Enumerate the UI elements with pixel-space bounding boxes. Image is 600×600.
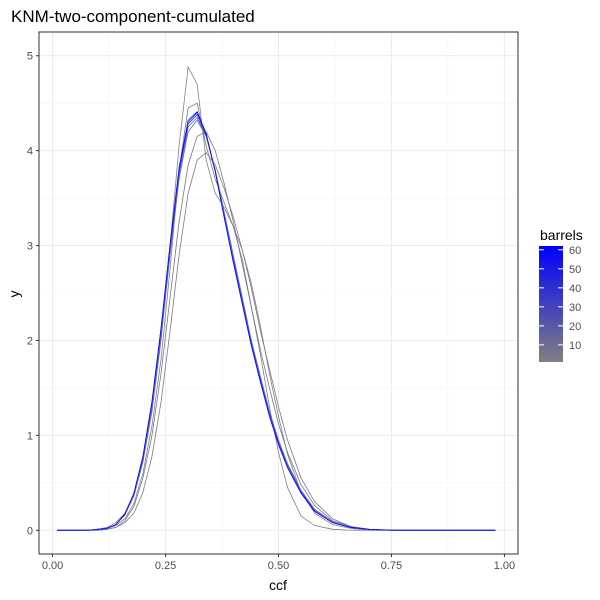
y-tick-label: 3 [27,241,33,253]
legend-colorbar [539,246,563,362]
series-line-10 [57,131,496,531]
series-line-50 [57,111,496,531]
legend-title: barrels [540,227,583,243]
legend-tick-label: 30 [569,302,581,314]
series-line-40 [57,113,496,531]
series-line-2 [57,102,496,531]
series-line-60 [57,111,496,531]
x-axis-label: ccf [269,577,287,593]
y-tick-label: 2 [27,335,33,347]
legend-tick-label: 40 [569,283,581,295]
x-tick-label: 0.25 [155,560,176,572]
y-tick-label: 4 [27,146,33,158]
y-tick-label: 0 [27,525,33,537]
chart-title: KNM-two-component-cumulated [11,7,255,26]
series-line-1 [57,65,496,531]
legend-tick-label: 60 [569,245,581,257]
plot-area: 0.00 0.25 0.50 0.75 1.00 0 1 2 3 4 5 [27,31,519,572]
x-tick-label: 0.50 [268,560,289,572]
y-tick-label: 1 [27,430,33,442]
y-axis-label: y [6,291,22,298]
legend-tick-label: 50 [569,264,581,276]
x-tick-label: 0.75 [381,560,402,572]
legend: barrels 10 20 30 40 50 60 [539,227,583,362]
series-line-20 [57,119,496,531]
legend-tick-label: 10 [569,340,581,352]
series-line-5 [57,151,496,531]
y-tick-label: 5 [27,51,33,63]
series-line-30 [57,116,496,531]
legend-tick-label: 20 [569,321,581,333]
x-tick-label: 1.00 [494,560,515,572]
x-tick-label: 0.00 [42,560,63,572]
